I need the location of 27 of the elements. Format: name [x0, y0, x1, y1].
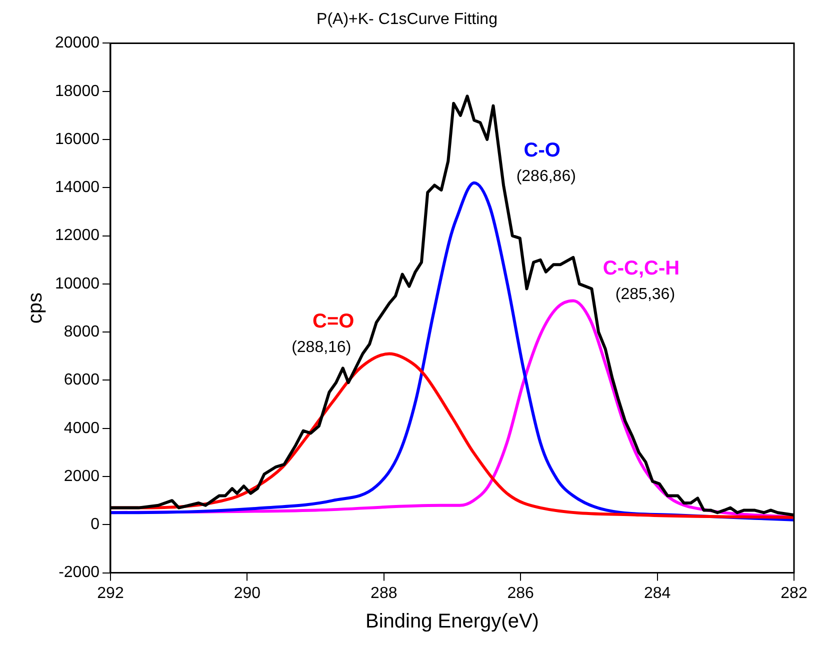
annotation: (286,86) [516, 168, 576, 186]
series-label: C=O [312, 310, 354, 332]
x-tick-label: 284 [644, 584, 671, 602]
y-tick-label: 2000 [64, 468, 100, 485]
y-axis-title: cps [24, 292, 47, 324]
x-tick-label: 288 [370, 584, 398, 602]
series-label: C-C,C-H [602, 257, 680, 280]
x-axis-title: Binding Energy(eV) [366, 610, 539, 633]
x-tick-label: 282 [780, 584, 808, 602]
y-tick-label: 4000 [64, 420, 100, 437]
annotation: (285,36) [615, 286, 676, 304]
y-tick-label: 8000 [64, 323, 100, 340]
y-tick-label: 0 [90, 516, 100, 534]
chart-title: P(A)+K- C1sCurve Fitting [316, 11, 498, 28]
x-tick-label: 292 [97, 584, 124, 602]
y-tick-label: 14000 [54, 179, 100, 196]
x-tick-label: 290 [234, 584, 261, 602]
y-tick-label: 20000 [54, 34, 100, 52]
x-tick-label: 286 [507, 584, 534, 602]
y-tick-label: 18000 [54, 82, 100, 100]
text: C-O [524, 139, 560, 162]
y-tick-label: 16000 [54, 130, 100, 148]
y-tick-label: -2000 [58, 564, 100, 582]
annotation: (288,16) [292, 339, 352, 356]
y-tick-label: 6000 [64, 372, 100, 389]
y-tick-label: 10000 [54, 275, 100, 292]
y-tick-label: 12000 [54, 227, 100, 244]
